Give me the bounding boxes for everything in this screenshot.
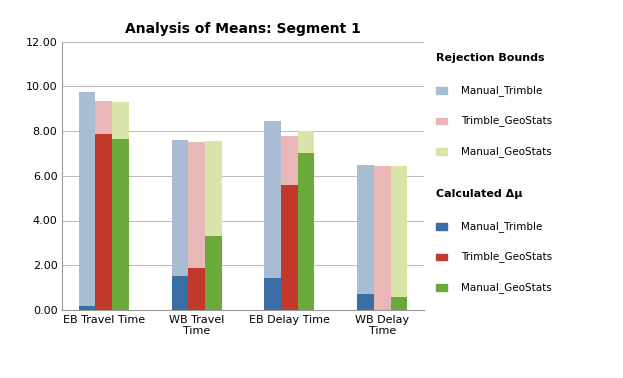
Bar xyxy=(95,135,112,310)
Bar xyxy=(374,166,391,310)
Bar xyxy=(205,141,222,310)
Bar xyxy=(298,153,315,310)
Bar xyxy=(298,130,315,310)
Bar xyxy=(112,139,129,310)
Bar xyxy=(95,101,112,310)
Bar xyxy=(264,121,281,310)
Text: Manual_Trimble: Manual_Trimble xyxy=(461,222,543,232)
Bar xyxy=(78,92,95,310)
Text: Calculated Δμ: Calculated Δμ xyxy=(436,189,523,199)
Bar xyxy=(112,102,129,310)
Bar xyxy=(391,166,407,310)
Bar xyxy=(171,276,188,310)
Text: Trimble_GeoStats: Trimble_GeoStats xyxy=(461,252,552,262)
Bar xyxy=(78,306,95,310)
Text: Rejection Bounds: Rejection Bounds xyxy=(436,53,545,63)
Bar xyxy=(281,185,298,310)
Text: Manual_GeoStats: Manual_GeoStats xyxy=(461,282,552,293)
Bar xyxy=(171,140,188,310)
Text: Manual_Trimble: Manual_Trimble xyxy=(461,85,543,96)
Bar xyxy=(391,297,407,310)
Bar xyxy=(264,278,281,310)
Bar xyxy=(281,136,298,310)
Bar xyxy=(205,236,222,310)
Bar xyxy=(357,165,374,310)
Title: Analysis of Means: Segment 1: Analysis of Means: Segment 1 xyxy=(125,22,361,36)
Bar xyxy=(188,268,205,310)
Text: Manual_GeoStats: Manual_GeoStats xyxy=(461,146,552,156)
Text: Trimble_GeoStats: Trimble_GeoStats xyxy=(461,116,552,126)
Bar xyxy=(188,142,205,310)
Bar xyxy=(357,294,374,310)
